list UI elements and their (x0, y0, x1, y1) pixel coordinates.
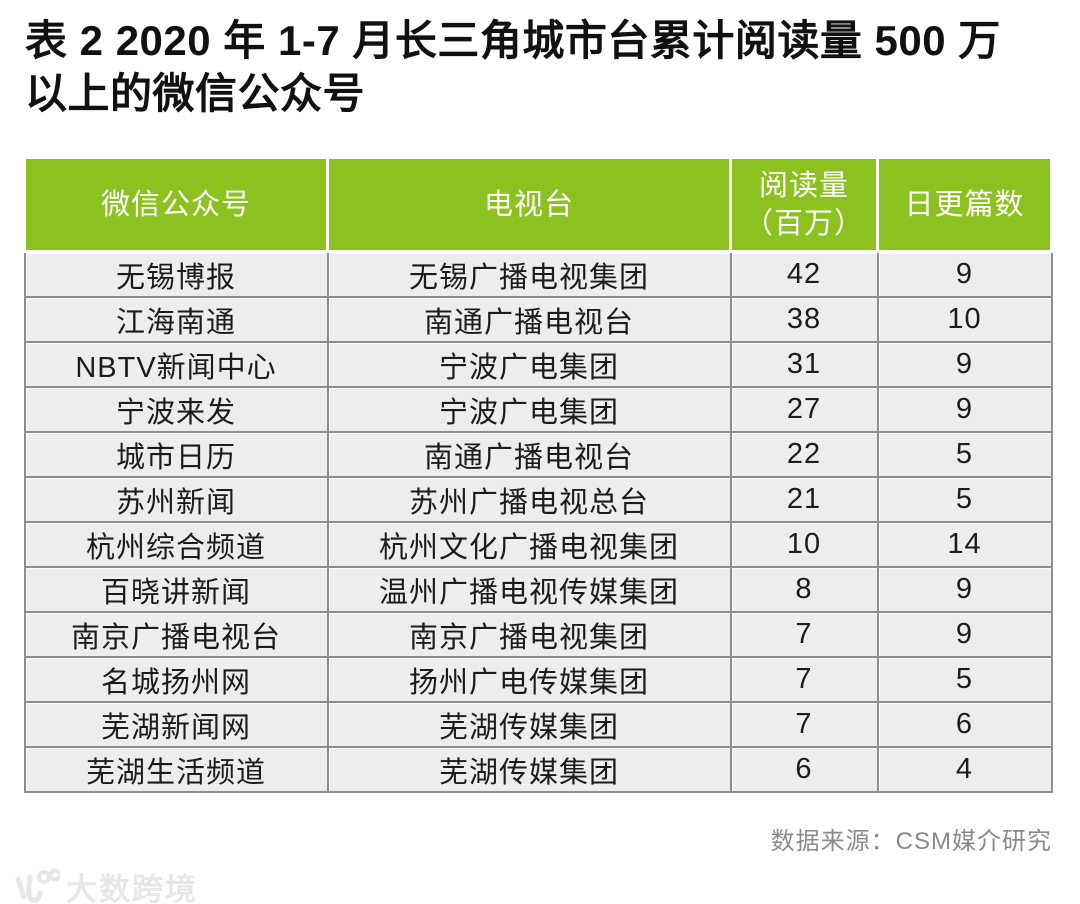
column-header-daily-posts: 日更篇数 (876, 156, 1053, 253)
column-header-station: 电视台 (326, 156, 732, 253)
reads-cell: 7 (729, 611, 879, 658)
table-header-row: 微信公众号 电视台 阅读量 （百万） 日更篇数 (23, 156, 1053, 253)
station-cell: 无锡广播电视集团 (326, 250, 732, 298)
account-cell: 无锡博报 (23, 250, 329, 298)
station-cell: 宁波广电集团 (326, 386, 732, 433)
reads-cell: 6 (729, 746, 879, 793)
station-cell: 温州广播电视传媒集团 (326, 566, 732, 613)
reads-cell: 21 (729, 476, 879, 523)
daily-posts-cell: 5 (876, 656, 1053, 703)
table-row: 宁波来发 宁波广电集团 27 9 (23, 386, 1053, 433)
station-cell: 南通广播电视台 (326, 431, 732, 478)
daily-posts-cell: 5 (876, 431, 1053, 478)
reads-cell: 8 (729, 566, 879, 613)
column-header-account-label: 微信公众号 (100, 188, 251, 221)
account-cell: 百晓讲新闻 (23, 566, 329, 613)
reads-cell: 7 (729, 656, 879, 703)
daily-posts-cell: 9 (876, 341, 1053, 388)
table-row: 苏州新闻 苏州广播电视总台 21 5 (23, 476, 1053, 523)
station-cell: 南京广播电视集团 (326, 611, 732, 658)
reads-cell: 38 (729, 296, 879, 343)
daily-posts-cell: 9 (876, 611, 1053, 658)
station-cell: 南通广播电视台 (326, 296, 732, 343)
column-header-daily-posts-label: 日更篇数 (904, 188, 1025, 221)
account-cell: 江海南通 (23, 296, 329, 343)
daily-posts-cell: 10 (876, 296, 1053, 343)
reads-cell: 27 (729, 386, 879, 433)
station-cell: 芜湖传媒集团 (326, 746, 732, 793)
station-cell: 扬州广电传媒集团 (326, 656, 732, 703)
daily-posts-cell: 6 (876, 701, 1053, 748)
column-header-reads-label-line2: （百万） (743, 207, 864, 240)
account-cell: NBTV新闻中心 (23, 341, 329, 388)
reads-cell: 7 (729, 701, 879, 748)
reads-cell: 42 (729, 250, 879, 298)
table-row: 南京广播电视台 南京广播电视集团 7 9 (23, 611, 1053, 658)
daily-posts-cell: 4 (876, 746, 1053, 793)
table-row: 杭州综合频道 杭州文化广播电视集团 10 14 (23, 521, 1053, 568)
daily-posts-cell: 9 (876, 250, 1053, 298)
account-cell: 南京广播电视台 (23, 611, 329, 658)
account-cell: 杭州综合频道 (23, 521, 329, 568)
brand-100-logo-icon (14, 867, 60, 904)
watermark: 大数跨境 (14, 864, 198, 904)
table-row: NBTV新闻中心 宁波广电集团 31 9 (23, 341, 1053, 388)
station-cell: 杭州文化广播电视集团 (326, 521, 732, 568)
page-title-line-1: 表 2 2020 年 1-7 月长三角城市台累计阅读量 500 万 (25, 17, 1001, 64)
daily-posts-cell: 14 (876, 521, 1053, 568)
data-source-note: 数据来源：CSM媒介研究 (770, 828, 1052, 855)
column-header-reads-label-line1: 阅读量 (758, 169, 849, 202)
table-row: 名城扬州网 扬州广电传媒集团 7 5 (23, 656, 1053, 703)
reads-cell: 22 (729, 431, 879, 478)
station-cell: 芜湖传媒集团 (326, 701, 732, 748)
watermark-text: 大数跨境 (66, 872, 198, 904)
daily-posts-cell: 5 (876, 476, 1053, 523)
table-row: 城市日历 南通广播电视台 22 5 (23, 431, 1053, 478)
reads-cell: 10 (729, 521, 879, 568)
column-header-account: 微信公众号 (23, 156, 329, 253)
page-title-line-2: 以上的微信公众号 (25, 70, 366, 117)
account-cell: 芜湖新闻网 (23, 701, 329, 748)
table-row: 芜湖新闻网 芜湖传媒集团 7 6 (23, 701, 1053, 748)
account-cell: 苏州新闻 (23, 476, 329, 523)
table-row: 芜湖生活频道 芜湖传媒集团 6 4 (23, 746, 1053, 793)
table-row: 百晓讲新闻 温州广播电视传媒集团 8 9 (23, 566, 1053, 613)
reads-cell: 31 (729, 341, 879, 388)
accounts-table: 微信公众号 电视台 阅读量 （百万） 日更篇数 无锡博报 无锡广播电视集团 42… (23, 156, 1053, 793)
station-cell: 宁波广电集团 (326, 341, 732, 388)
account-cell: 名城扬州网 (23, 656, 329, 703)
account-cell: 芜湖生活频道 (23, 746, 329, 793)
column-header-station-label: 电视台 (483, 188, 574, 221)
station-cell: 苏州广播电视总台 (326, 476, 732, 523)
column-header-reads: 阅读量 （百万） (729, 156, 879, 253)
table-row: 江海南通 南通广播电视台 38 10 (23, 296, 1053, 343)
daily-posts-cell: 9 (876, 386, 1053, 433)
account-cell: 宁波来发 (23, 386, 329, 433)
account-cell: 城市日历 (23, 431, 329, 478)
page-title: 表 2 2020 年 1-7 月长三角城市台累计阅读量 500 万 以上的微信公… (25, 14, 1055, 120)
daily-posts-cell: 9 (876, 566, 1053, 613)
table-row: 无锡博报 无锡广播电视集团 42 9 (23, 250, 1053, 298)
